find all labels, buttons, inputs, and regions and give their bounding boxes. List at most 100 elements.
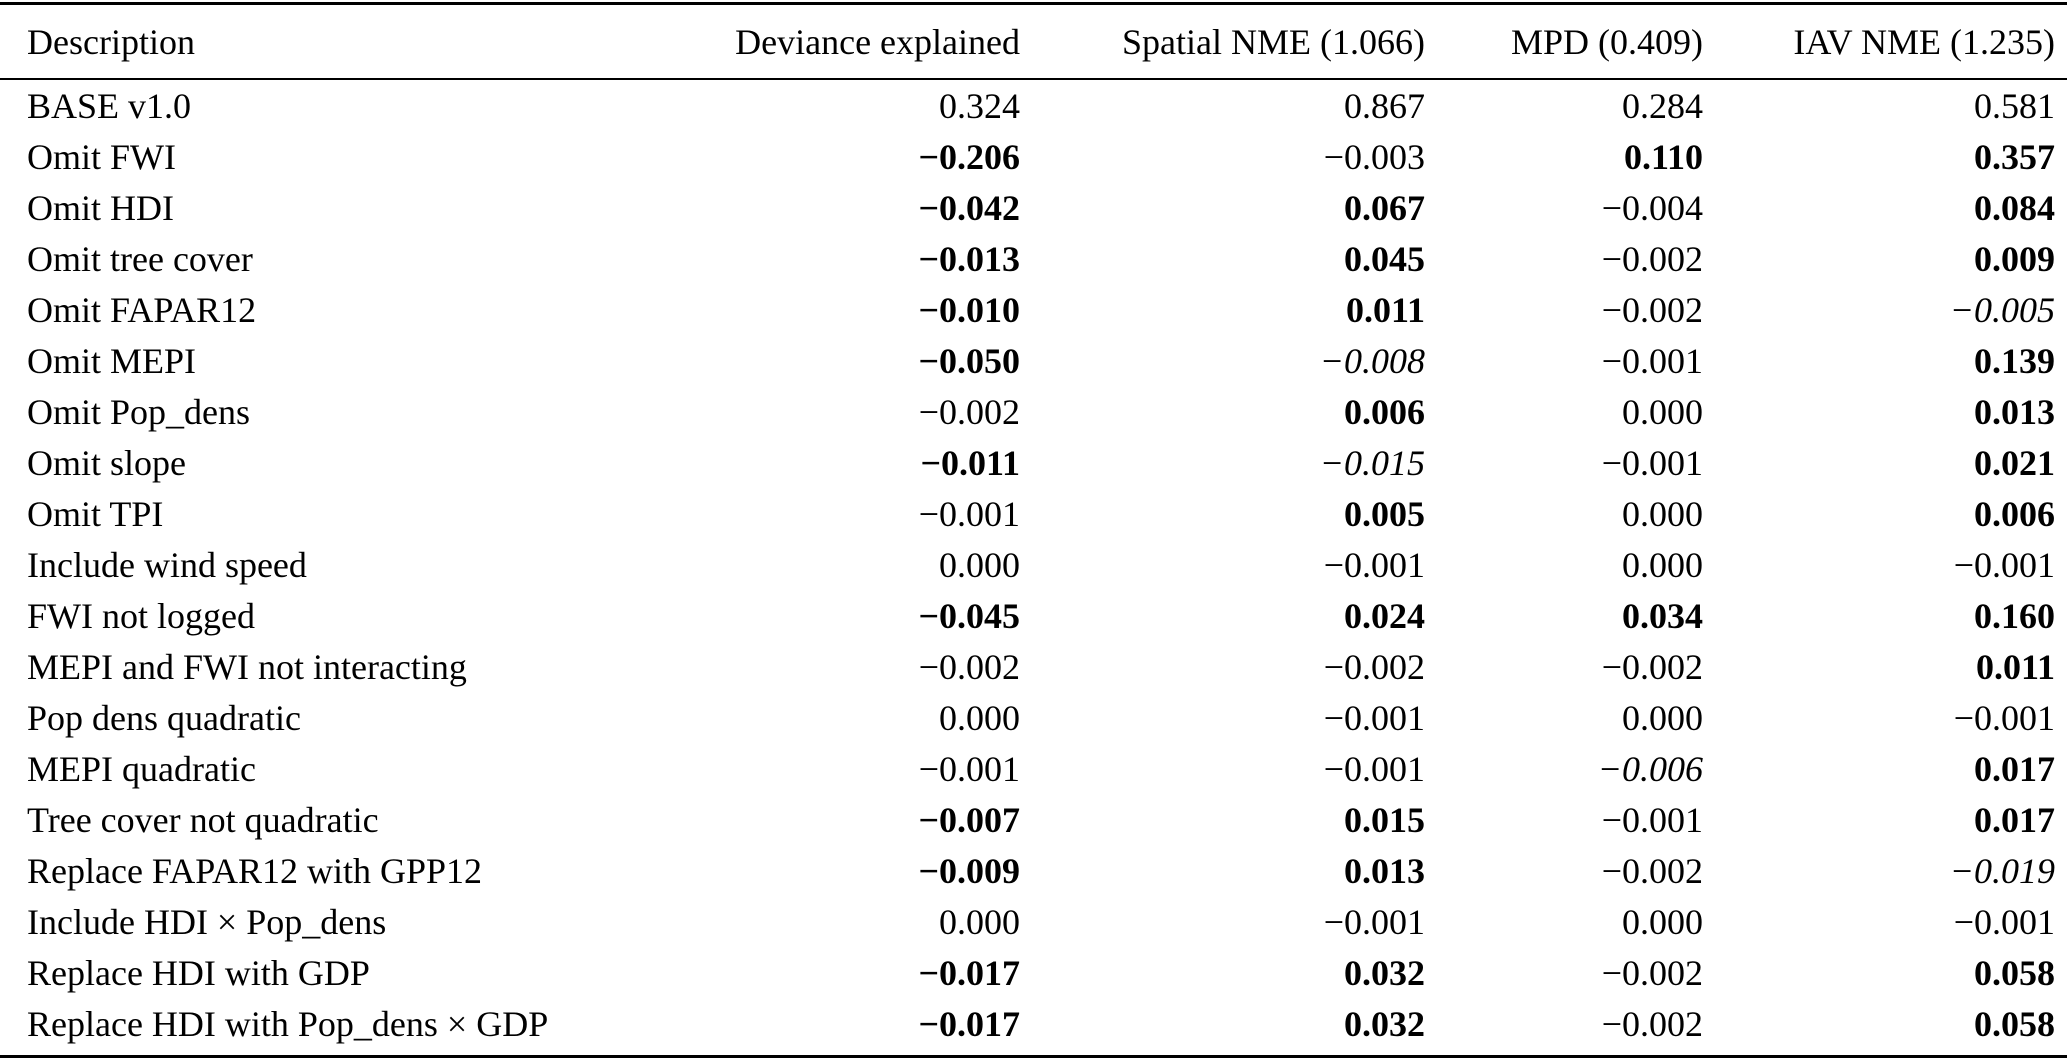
cell-value: 0.284 — [1622, 85, 1703, 126]
table-row: FWI not logged −0.045 0.024 0.034 0.160 — [0, 590, 2067, 641]
cell-value: −0.002 — [1323, 646, 1425, 687]
cell-value: −0.002 — [1601, 850, 1703, 891]
cell-value: 0.357 — [1974, 136, 2055, 177]
row-description: Replace HDI with Pop_dens × GDP — [27, 1003, 549, 1044]
row-description: Omit tree cover — [27, 238, 253, 279]
table-row: Tree cover not quadratic −0.007 0.015 −0.00… — [0, 794, 2067, 845]
cell-value: −0.001 — [1601, 442, 1703, 483]
cell-value: −0.001 — [1323, 901, 1425, 942]
column-header-description: Description — [0, 3, 620, 80]
cell-value: −0.010 — [918, 289, 1020, 330]
cell-value: −0.002 — [1601, 952, 1703, 993]
cell-value: 0.000 — [1622, 493, 1703, 534]
row-description: Omit FAPAR12 — [27, 289, 257, 330]
cell-value: −0.008 — [1319, 340, 1425, 381]
row-description: Omit Pop_dens — [27, 391, 251, 432]
table-body: BASE v1.0 0.324 0.867 0.284 0.581 Omit FWI −0.… — [0, 79, 2067, 1057]
table-row: Replace HDI with GDP −0.017 0.032 −0.002 0.0… — [0, 947, 2067, 998]
cell-value: −0.001 — [1323, 544, 1425, 585]
cell-value: −0.019 — [1949, 850, 2055, 891]
row-description: FWI not logged — [27, 595, 255, 636]
cell-value: 0.011 — [1975, 646, 2055, 687]
table-row: Include wind speed 0.000 −0.001 0.000 −0.001 — [0, 539, 2067, 590]
cell-value: −0.042 — [918, 187, 1020, 228]
cell-value: −0.011 — [920, 442, 1020, 483]
cell-value: −0.017 — [918, 952, 1020, 993]
cell-value: 0.000 — [1622, 391, 1703, 432]
cell-value: 0.000 — [1622, 544, 1703, 585]
cell-value: −0.206 — [918, 136, 1020, 177]
table-row: Include HDI × Pop_dens 0.000 −0.001 0.000 −0… — [0, 896, 2067, 947]
cell-value: −0.001 — [918, 493, 1020, 534]
cell-value: 0.084 — [1974, 187, 2055, 228]
table-row: Replace HDI with Pop_dens × GDP −0.017 0.0… — [0, 998, 2067, 1057]
cell-value: 0.006 — [1344, 391, 1425, 432]
table-row: Omit MEPI −0.050 −0.008 −0.001 0.139 — [0, 335, 2067, 386]
table-row: Omit FWI −0.206 −0.003 0.110 0.357 — [0, 131, 2067, 182]
cell-value: −0.001 — [1953, 544, 2055, 585]
cell-value: −0.001 — [918, 748, 1020, 789]
cell-value: 0.139 — [1974, 340, 2055, 381]
row-description: Include HDI × Pop_dens — [27, 901, 387, 942]
row-description: Omit HDI — [27, 187, 174, 228]
column-header-iav-nme: IAV NME (1.235) — [1703, 3, 2067, 80]
cell-value: 0.000 — [1622, 697, 1703, 738]
cell-value: −0.007 — [918, 799, 1020, 840]
cell-value: 0.021 — [1974, 442, 2055, 483]
cell-value: 0.000 — [939, 901, 1020, 942]
cell-value: 0.017 — [1974, 748, 2055, 789]
row-description: Tree cover not quadratic — [27, 799, 379, 840]
cell-value: 0.034 — [1622, 595, 1703, 636]
row-description: Replace HDI with GDP — [27, 952, 370, 993]
cell-value: 0.000 — [1622, 901, 1703, 942]
cell-value: 0.015 — [1344, 799, 1425, 840]
cell-value: −0.002 — [1601, 238, 1703, 279]
row-description: MEPI quadratic — [27, 748, 256, 789]
table-row: Omit slope −0.011 −0.015 −0.001 0.021 — [0, 437, 2067, 488]
cell-value: 0.006 — [1974, 493, 2055, 534]
table-row: Omit FAPAR12 −0.010 0.011 −0.002 −0.005 — [0, 284, 2067, 335]
row-description: Omit slope — [27, 442, 186, 483]
row-description: Pop dens quadratic — [27, 697, 301, 738]
table-header: Description Deviance explained Spatial N… — [0, 3, 2067, 80]
cell-value: 0.013 — [1344, 850, 1425, 891]
cell-value: 0.581 — [1974, 85, 2055, 126]
cell-value: 0.024 — [1344, 595, 1425, 636]
table-row: Omit TPI −0.001 0.005 0.000 0.006 — [0, 488, 2067, 539]
row-description: MEPI and FWI not interacting — [27, 646, 467, 687]
cell-value: 0.867 — [1344, 85, 1425, 126]
cell-value: 0.011 — [1345, 289, 1425, 330]
cell-value: 0.058 — [1974, 1003, 2055, 1044]
cell-value: −0.009 — [918, 850, 1020, 891]
cell-value: −0.002 — [1601, 646, 1703, 687]
table-row: Pop dens quadratic 0.000 −0.001 0.000 −0.001 — [0, 692, 2067, 743]
table-row: Replace FAPAR12 with GPP12 −0.009 0.013 −0.… — [0, 845, 2067, 896]
row-description: Include wind speed — [27, 544, 307, 585]
cell-value: −0.005 — [1949, 289, 2055, 330]
cell-value: −0.004 — [1601, 187, 1703, 228]
row-description: Omit MEPI — [27, 340, 197, 381]
cell-value: −0.002 — [918, 646, 1020, 687]
cell-value: −0.001 — [1953, 697, 2055, 738]
cell-value: 0.032 — [1344, 952, 1425, 993]
cell-value: −0.015 — [1319, 442, 1425, 483]
cell-value: −0.002 — [918, 391, 1020, 432]
table-row: Omit HDI −0.042 0.067 −0.004 0.084 — [0, 182, 2067, 233]
cell-value: 0.160 — [1974, 595, 2055, 636]
cell-value: −0.001 — [1601, 340, 1703, 381]
cell-value: −0.001 — [1323, 697, 1425, 738]
cell-value: −0.002 — [1601, 289, 1703, 330]
cell-value: −0.006 — [1597, 748, 1703, 789]
cell-value: −0.013 — [918, 238, 1020, 279]
header-row: Description Deviance explained Spatial N… — [0, 3, 2067, 80]
table-row: MEPI quadratic −0.001 −0.001 −0.006 0.017 — [0, 743, 2067, 794]
cell-value: 0.110 — [1623, 136, 1703, 177]
cell-value: 0.009 — [1974, 238, 2055, 279]
cell-value: 0.045 — [1344, 238, 1425, 279]
cell-value: 0.017 — [1974, 799, 2055, 840]
table-row: BASE v1.0 0.324 0.867 0.284 0.581 — [0, 79, 2067, 131]
cell-value: 0.013 — [1974, 391, 2055, 432]
cell-value: −0.003 — [1323, 136, 1425, 177]
table-row: Omit tree cover −0.013 0.045 −0.002 0.009 — [0, 233, 2067, 284]
